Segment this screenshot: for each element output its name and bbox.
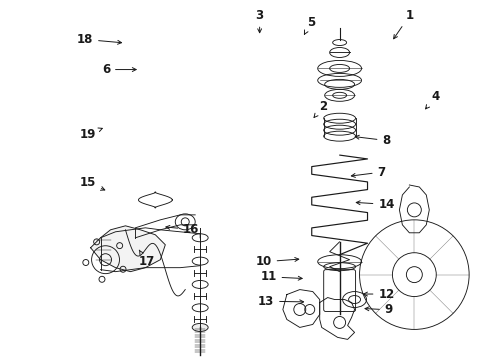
Text: 12: 12 bbox=[364, 288, 394, 301]
Text: 3: 3 bbox=[256, 9, 264, 33]
Ellipse shape bbox=[192, 323, 208, 332]
Text: 2: 2 bbox=[314, 100, 327, 117]
Text: 1: 1 bbox=[393, 9, 414, 39]
Text: 8: 8 bbox=[355, 134, 391, 147]
Text: 11: 11 bbox=[260, 270, 302, 283]
Text: 19: 19 bbox=[80, 127, 102, 141]
Text: 17: 17 bbox=[138, 250, 154, 268]
Text: 6: 6 bbox=[102, 63, 136, 76]
Text: 10: 10 bbox=[255, 255, 299, 268]
Polygon shape bbox=[91, 226, 165, 272]
Text: 16: 16 bbox=[166, 223, 199, 236]
Text: 15: 15 bbox=[80, 176, 105, 190]
Text: 9: 9 bbox=[365, 303, 393, 316]
Text: 7: 7 bbox=[351, 166, 386, 179]
Text: 13: 13 bbox=[258, 295, 304, 308]
Text: 14: 14 bbox=[356, 198, 395, 211]
Text: 4: 4 bbox=[426, 90, 440, 109]
Text: 18: 18 bbox=[77, 33, 122, 46]
Text: 5: 5 bbox=[304, 16, 315, 34]
